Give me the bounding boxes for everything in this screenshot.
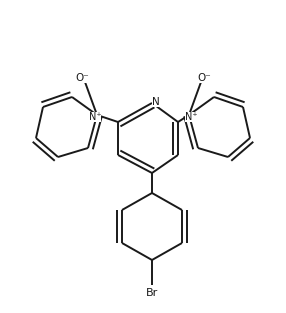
Text: O⁻: O⁻	[75, 73, 89, 83]
Text: N⁺: N⁺	[89, 112, 101, 122]
Text: O⁻: O⁻	[197, 73, 211, 83]
Text: N: N	[152, 97, 160, 107]
Text: Br: Br	[146, 288, 158, 298]
Text: N⁺: N⁺	[185, 112, 197, 122]
